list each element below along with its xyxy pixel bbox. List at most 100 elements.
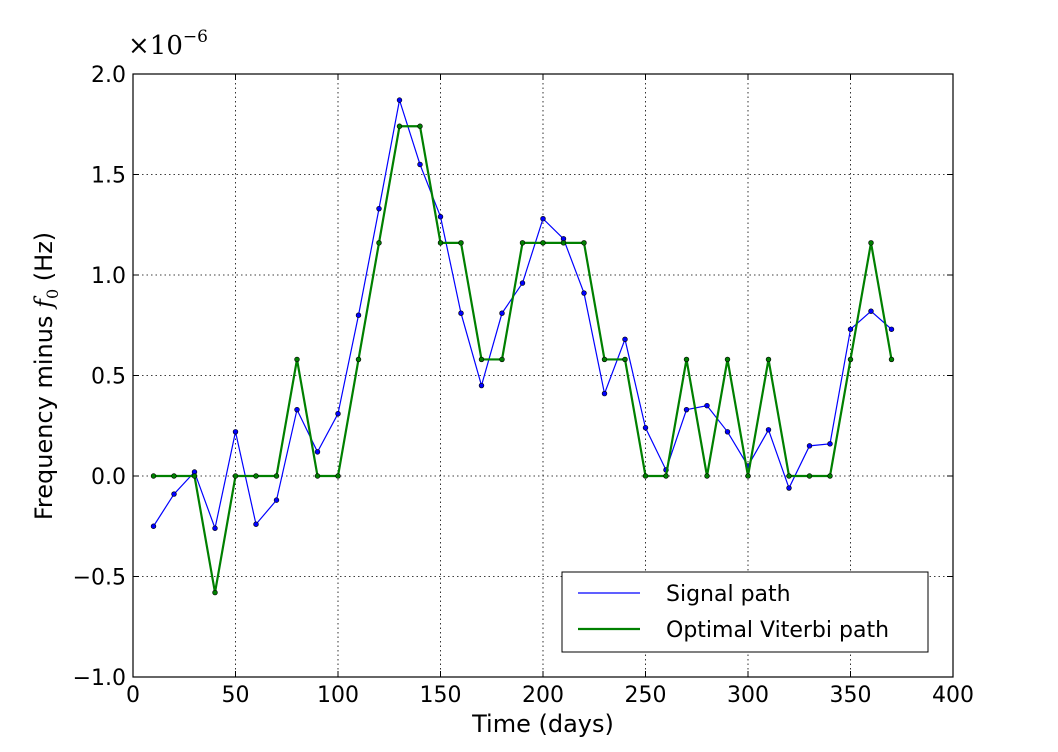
data-point [806, 443, 813, 449]
data-point [171, 473, 177, 479]
tick-labels: 0 50 100 150 200 250 300 350 400 −1.0 −0.5 0.0 0.5 1.… [73, 63, 974, 708]
data-point [376, 205, 382, 212]
series-signal-path [150, 97, 895, 531]
data-point [478, 356, 485, 363]
data-point [847, 326, 854, 332]
data-point [212, 589, 218, 596]
legend: Signal path Optimal Viterbi path [561, 571, 929, 653]
data-point [724, 429, 731, 435]
data-point [499, 310, 505, 316]
data-point [601, 356, 608, 363]
x-tick-label: 100 [317, 683, 359, 708]
data-point [150, 523, 157, 529]
data-point [704, 402, 710, 409]
data-point [868, 308, 874, 314]
data-point [724, 356, 731, 363]
y-axis-label-text: Frequency minus [30, 316, 58, 521]
y-tick-label: 0.0 [91, 465, 126, 490]
legend-label-viterbi: Optimal Viterbi path [666, 618, 889, 643]
data-point [212, 525, 218, 531]
data-point [786, 473, 792, 479]
data-point [827, 473, 833, 479]
x-tick-label: 400 [932, 683, 974, 708]
data-point [888, 356, 895, 363]
data-point [171, 491, 177, 497]
data-point [581, 240, 587, 246]
series-layer [150, 97, 895, 596]
data-point [273, 473, 280, 479]
data-point [642, 473, 649, 479]
data-point [519, 240, 526, 246]
y-axis-label: Frequency minus f0 (Hz) [30, 232, 62, 520]
data-point [683, 356, 690, 363]
data-point [827, 441, 833, 447]
y-axis-label-unit: (Hz) [30, 232, 58, 281]
data-point [745, 473, 751, 479]
data-point [683, 406, 690, 413]
y-tick-label: 2.0 [91, 63, 126, 88]
y-tick-label: −1.0 [73, 666, 126, 691]
legend-label-signal: Signal path [666, 582, 791, 607]
data-point [622, 356, 628, 363]
x-tick-label: 200 [522, 683, 564, 708]
y-tick-label: 1.5 [91, 164, 126, 189]
data-point [765, 427, 772, 433]
data-point [417, 123, 423, 129]
y-axis-label-subscript: 0 [43, 289, 62, 299]
data-point [581, 290, 587, 296]
data-point [253, 521, 259, 527]
data-point [437, 214, 444, 220]
y-tick-label: −0.5 [73, 566, 126, 591]
data-point [478, 382, 485, 389]
data-point [663, 473, 669, 479]
series-viterbi-path [150, 123, 895, 596]
data-point [765, 356, 772, 363]
data-point [437, 240, 444, 246]
data-point [868, 240, 874, 246]
data-point [396, 97, 403, 103]
x-tick-label: 150 [420, 683, 462, 708]
data-point [642, 425, 649, 431]
x-tick-label: 250 [625, 683, 667, 708]
grid [133, 74, 953, 677]
legend-box [561, 571, 929, 653]
data-point [335, 473, 341, 479]
x-tick-label: 350 [830, 683, 872, 708]
data-point [294, 406, 300, 413]
y-multiplier: ×10−6 [128, 27, 208, 61]
data-point [355, 356, 362, 363]
data-point [847, 356, 854, 363]
data-point [314, 473, 321, 479]
x-tick-label: 300 [727, 683, 769, 708]
tick-marks [132, 73, 954, 678]
data-point [335, 410, 341, 417]
data-point [253, 473, 259, 479]
data-point [540, 216, 546, 222]
x-tick-label: 0 [126, 683, 140, 708]
data-point [294, 356, 300, 363]
data-point [601, 390, 608, 397]
data-point [519, 280, 526, 286]
data-point [396, 123, 403, 129]
data-point [376, 240, 382, 246]
data-point [232, 473, 239, 479]
data-point [499, 356, 505, 363]
data-point [232, 429, 239, 435]
data-point [458, 240, 464, 246]
data-point [314, 449, 321, 455]
data-point [560, 240, 567, 246]
data-point [458, 310, 464, 316]
y-tick-label: 1.0 [91, 264, 126, 289]
x-axis-label: Time (days) [471, 710, 614, 738]
data-point [622, 336, 628, 343]
data-point [191, 473, 198, 479]
data-point [150, 473, 157, 479]
data-point [273, 497, 280, 503]
y-tick-label: 0.5 [91, 365, 126, 390]
data-point [888, 326, 895, 332]
data-point [355, 312, 362, 318]
data-point [704, 473, 710, 479]
data-point [806, 473, 813, 479]
data-point [417, 161, 423, 168]
